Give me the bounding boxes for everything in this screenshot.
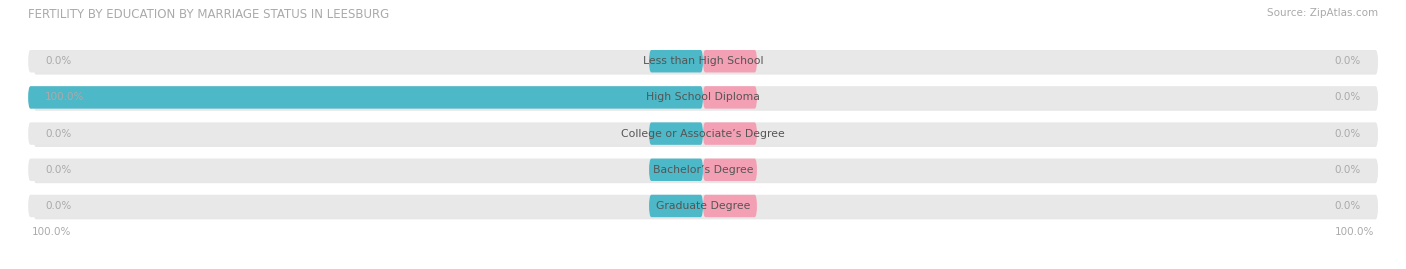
FancyBboxPatch shape <box>34 123 1378 147</box>
FancyBboxPatch shape <box>34 87 1378 111</box>
Text: 0.0%: 0.0% <box>45 129 72 139</box>
FancyBboxPatch shape <box>28 158 1378 181</box>
FancyBboxPatch shape <box>703 122 756 145</box>
Text: Source: ZipAtlas.com: Source: ZipAtlas.com <box>1267 8 1378 18</box>
FancyBboxPatch shape <box>34 159 1378 183</box>
Text: 0.0%: 0.0% <box>1334 93 1361 102</box>
FancyBboxPatch shape <box>28 122 1378 145</box>
Text: College or Associate’s Degree: College or Associate’s Degree <box>621 129 785 139</box>
FancyBboxPatch shape <box>28 86 1378 109</box>
Text: 0.0%: 0.0% <box>1334 165 1361 175</box>
Text: 0.0%: 0.0% <box>45 201 72 211</box>
Text: 0.0%: 0.0% <box>45 165 72 175</box>
FancyBboxPatch shape <box>703 195 756 217</box>
FancyBboxPatch shape <box>650 158 703 181</box>
Text: 100.0%: 100.0% <box>31 227 70 237</box>
Text: 0.0%: 0.0% <box>1334 201 1361 211</box>
FancyBboxPatch shape <box>28 86 703 109</box>
Text: 0.0%: 0.0% <box>45 56 72 66</box>
Text: FERTILITY BY EDUCATION BY MARRIAGE STATUS IN LEESBURG: FERTILITY BY EDUCATION BY MARRIAGE STATU… <box>28 8 389 21</box>
FancyBboxPatch shape <box>28 50 1378 72</box>
FancyBboxPatch shape <box>34 196 1378 219</box>
FancyBboxPatch shape <box>28 195 1378 217</box>
Text: 0.0%: 0.0% <box>1334 56 1361 66</box>
Text: Graduate Degree: Graduate Degree <box>655 201 751 211</box>
FancyBboxPatch shape <box>34 51 1378 75</box>
FancyBboxPatch shape <box>703 50 756 72</box>
FancyBboxPatch shape <box>703 86 756 109</box>
Text: Bachelor’s Degree: Bachelor’s Degree <box>652 165 754 175</box>
Text: 100.0%: 100.0% <box>1336 227 1375 237</box>
FancyBboxPatch shape <box>650 195 703 217</box>
FancyBboxPatch shape <box>650 50 703 72</box>
Text: High School Diploma: High School Diploma <box>647 93 759 102</box>
FancyBboxPatch shape <box>650 122 703 145</box>
Text: 100.0%: 100.0% <box>45 93 84 102</box>
Text: Less than High School: Less than High School <box>643 56 763 66</box>
Text: 0.0%: 0.0% <box>1334 129 1361 139</box>
FancyBboxPatch shape <box>703 158 756 181</box>
